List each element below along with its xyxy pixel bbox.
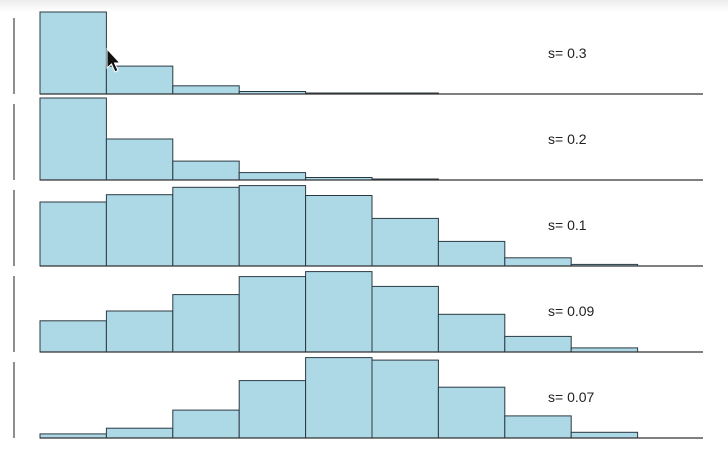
histogram-bar bbox=[570, 347, 639, 353]
histogram-bar bbox=[371, 359, 439, 439]
panel-label: s= 0.3 bbox=[548, 45, 587, 61]
histogram-bar bbox=[238, 185, 307, 267]
histogram-bar bbox=[105, 138, 174, 181]
histogram-panel-1: s= 0.3 bbox=[13, 11, 703, 95]
histogram-bar bbox=[105, 194, 174, 267]
histogram-panel-4: s= 0.09 bbox=[13, 271, 703, 353]
histogram-bar bbox=[39, 433, 107, 439]
histogram-bar bbox=[39, 11, 107, 95]
histogram-bar bbox=[172, 160, 240, 181]
histogram-bar bbox=[305, 271, 373, 353]
histogram-bar bbox=[371, 217, 439, 267]
histogram-bar bbox=[305, 195, 373, 267]
histogram-bar bbox=[437, 386, 506, 439]
panel-label: s= 0.07 bbox=[548, 389, 595, 405]
histogram-bar bbox=[172, 85, 240, 95]
histogram-bar bbox=[504, 415, 572, 439]
histogram-bar bbox=[172, 294, 240, 353]
histogram-bar bbox=[371, 285, 439, 353]
panel-label: s= 0.1 bbox=[548, 217, 587, 233]
histogram-bar bbox=[238, 276, 307, 353]
histogram-bar bbox=[570, 431, 639, 439]
histogram-bar bbox=[437, 240, 506, 267]
histogram-bar bbox=[39, 97, 107, 181]
histogram-bar bbox=[238, 172, 307, 181]
histogram-bar bbox=[504, 257, 572, 267]
histogram-bar bbox=[172, 409, 240, 439]
mouse-cursor-icon bbox=[106, 47, 122, 73]
histogram-bar bbox=[437, 313, 506, 353]
histogram-bar bbox=[238, 380, 307, 439]
panel-label: s= 0.09 bbox=[548, 303, 595, 319]
histogram-bar bbox=[305, 357, 373, 439]
histogram-bar bbox=[172, 186, 240, 267]
histogram-bar bbox=[39, 320, 107, 353]
top-shade bbox=[0, 0, 728, 12]
panel-label: s= 0.2 bbox=[548, 131, 587, 147]
histogram-bar bbox=[105, 310, 174, 353]
histogram-bar bbox=[504, 335, 572, 353]
histogram-bar bbox=[105, 427, 174, 439]
histogram-panel-2: s= 0.2 bbox=[13, 97, 703, 181]
histogram-bar bbox=[39, 201, 107, 267]
histogram-panel-3: s= 0.1 bbox=[13, 185, 703, 267]
histogram-bar bbox=[105, 65, 174, 95]
histogram-panel-5: s= 0.07 bbox=[13, 357, 703, 439]
